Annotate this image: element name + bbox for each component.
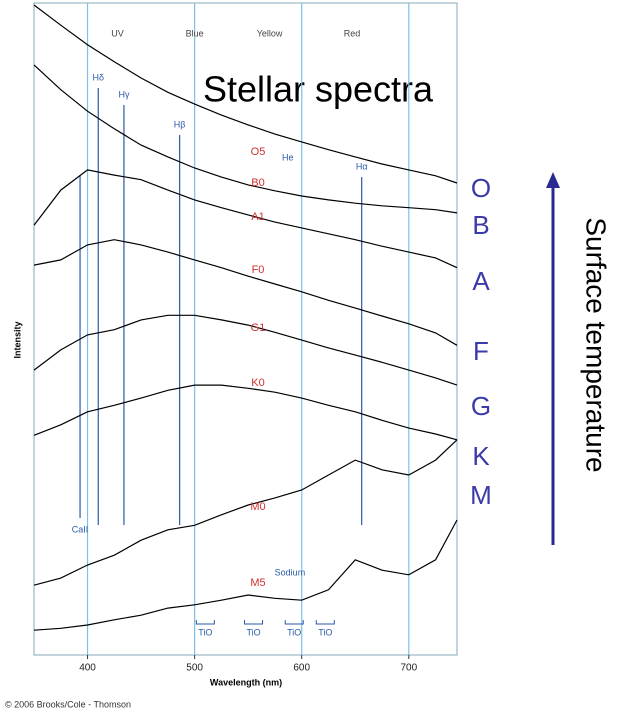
series-label: G1 — [251, 322, 266, 334]
series-label: M0 — [250, 501, 265, 513]
x-tick-label: 700 — [400, 663, 417, 674]
spectral-class: A — [472, 266, 490, 296]
tio-band — [244, 620, 264, 625]
annotation: Hα — [356, 161, 368, 171]
region-label: UV — [111, 28, 124, 38]
spectral-class: K — [472, 441, 490, 471]
series-label: O5 — [251, 146, 266, 158]
annotation: Sodium — [275, 567, 306, 577]
annotation: Hγ — [118, 89, 129, 99]
x-axis-label: Wavelength (nm) — [210, 677, 282, 687]
annotation: Hδ — [92, 72, 104, 82]
spectral-class: O — [471, 173, 491, 203]
spectrum-line — [33, 169, 458, 269]
annotation: TiO — [198, 627, 212, 637]
spectrum-line — [33, 439, 458, 586]
spectrum-line — [33, 314, 458, 386]
tio-band — [195, 620, 215, 625]
y-axis-label: Intensity — [12, 321, 22, 358]
arrow-head — [546, 172, 560, 188]
spectrum-line — [33, 519, 458, 631]
plot-frame — [33, 2, 458, 656]
spectral-class: F — [473, 336, 489, 366]
annotation: TiO — [287, 627, 301, 637]
series-label: K0 — [251, 377, 264, 389]
spectral-class: M — [470, 480, 492, 510]
tio-band — [284, 620, 304, 625]
x-tick-label: 500 — [186, 663, 203, 674]
annotation: TiO — [246, 627, 260, 637]
series-label: M5 — [250, 577, 265, 589]
chart-title: Stellar spectra — [203, 69, 434, 110]
series-label: F0 — [252, 264, 265, 276]
region-label: Yellow — [257, 28, 283, 38]
credit: © 2006 Brooks/Cole - Thomson — [5, 699, 131, 709]
tio-band — [315, 620, 335, 625]
series-label: A1 — [251, 211, 264, 223]
series-label: B0 — [251, 177, 264, 189]
x-tick-label: 600 — [293, 663, 310, 674]
region-label: Blue — [186, 28, 204, 38]
annotation: TiO — [318, 627, 332, 637]
spectrum-line — [33, 384, 458, 441]
annotation: Hβ — [174, 119, 186, 129]
arrow-label: Surface temperature — [581, 217, 612, 472]
x-tick-label: 400 — [79, 663, 96, 674]
region-label: Red — [344, 28, 361, 38]
spectral-class: B — [472, 210, 489, 240]
spectrum-line — [33, 64, 458, 214]
spectral-class: G — [471, 391, 491, 421]
spectrum-line — [33, 4, 458, 184]
annotation: CaII — [72, 524, 89, 534]
spectrum-line — [33, 239, 458, 346]
annotation: He — [282, 152, 294, 162]
